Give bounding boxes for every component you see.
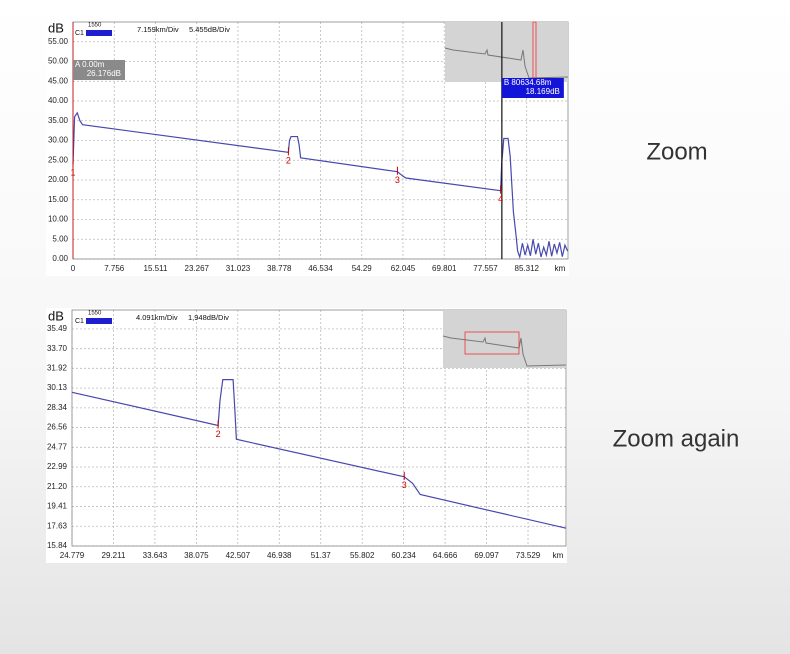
overview-inset — [443, 310, 566, 368]
event-label: 2 — [216, 429, 221, 439]
x-tick-label: 0 — [71, 264, 76, 273]
y-tick-label: 55.00 — [48, 37, 69, 46]
x-tick-label: 46.534 — [308, 264, 333, 273]
x-tick-label: 62.045 — [391, 264, 416, 273]
y-tick-label: 21.20 — [47, 482, 68, 491]
x-tick-label: 31.023 — [226, 264, 251, 273]
x-tick-label: 24.779 — [60, 551, 85, 560]
x-scale: 4.091km/Div — [136, 313, 178, 322]
plot-frame — [71, 309, 567, 547]
y-tick-label: 35.00 — [48, 116, 69, 125]
x-tick-label: 42.507 — [226, 551, 251, 560]
cursor-value: 26.176dB — [87, 69, 121, 78]
channel: C1 — [75, 318, 84, 325]
x-tick-label: 55.802 — [350, 551, 375, 560]
y-tick-label: 25.00 — [48, 155, 69, 164]
cursor-box — [73, 60, 125, 80]
x-tick-label: 73.529 — [516, 551, 541, 560]
x-tick-label: 69.097 — [474, 551, 499, 560]
channel-swatch — [86, 30, 112, 36]
y-tick-label: 45.00 — [48, 76, 69, 85]
event-label: 1 — [70, 168, 75, 178]
y-tick-label: 17.63 — [47, 521, 68, 530]
event-label: 4 — [498, 194, 503, 204]
y-tick-label: 22.99 — [47, 462, 68, 471]
y-tick-label: 31.92 — [47, 363, 68, 372]
wavelength: 1550 — [88, 23, 102, 29]
y-tick-label: 20.00 — [48, 175, 69, 184]
x-tick-label: 23.267 — [185, 264, 210, 273]
event-label: 3 — [402, 480, 407, 490]
x-tick-label: 85.312 — [515, 264, 540, 273]
y-tick-label: 24.77 — [47, 442, 68, 451]
x-axis-label: km — [555, 264, 566, 273]
x-tick-label: 60.234 — [391, 551, 416, 560]
x-tick-label: 7.756 — [104, 264, 125, 273]
y-tick-label: 10.00 — [48, 215, 69, 224]
channel-swatch — [86, 318, 112, 324]
overview-inset — [445, 22, 568, 82]
event-label: 3 — [395, 175, 400, 185]
x-tick-label: 38.778 — [267, 264, 292, 273]
x-tick-label: 54.29 — [352, 264, 373, 273]
trace — [71, 379, 567, 529]
x-tick-label: 46.938 — [267, 551, 292, 560]
event-label: 2 — [286, 156, 291, 166]
cursor-label: A 0.00m — [75, 60, 105, 69]
y-tick-label: 30.13 — [47, 383, 68, 392]
y-tick-label: 35.49 — [47, 324, 68, 333]
trace — [72, 111, 569, 260]
y-scale: 5.455dB/Div — [189, 25, 230, 34]
x-tick-label: 33.643 — [143, 551, 168, 560]
y-tick-label: 19.41 — [47, 502, 68, 511]
x-tick-label: 64.666 — [433, 551, 458, 560]
x-tick-label: 51.37 — [311, 551, 332, 560]
y-tick-label: 0.00 — [52, 254, 68, 263]
y-tick-label: 5.00 — [52, 234, 68, 243]
y-tick-label: 30.00 — [48, 136, 69, 145]
y-tick-label: 15.00 — [48, 195, 69, 204]
y-tick-label: 50.00 — [48, 57, 69, 66]
y-tick-label: 33.70 — [47, 344, 68, 353]
cursor-label: B 80634.68m — [504, 78, 552, 87]
overview-trace — [444, 47, 569, 79]
x-tick-label: 69.801 — [432, 264, 457, 273]
x-tick-label: 29.211 — [102, 551, 126, 560]
overview-trace — [442, 335, 567, 367]
cursor-value: 18.169dB — [526, 87, 560, 96]
x-axis-label: km — [553, 551, 564, 560]
x-tick-label: 77.557 — [473, 264, 498, 273]
caption: Zoom — [646, 138, 707, 165]
x-tick-label: 38.075 — [184, 551, 209, 560]
zoom-window — [464, 331, 520, 355]
channel: C1 — [75, 30, 84, 37]
y-tick-label: 15.84 — [47, 541, 68, 550]
caption: Zoom again — [613, 425, 740, 452]
y-scale: 1,948dB/Div — [188, 313, 229, 322]
x-tick-label: 15.511 — [144, 264, 168, 273]
cursor-box — [501, 78, 564, 98]
y-tick-label: 40.00 — [48, 96, 69, 105]
y-axis-label: dB — [48, 308, 64, 323]
y-tick-label: 28.34 — [47, 403, 68, 412]
y-axis-label: dB — [48, 20, 64, 35]
x-scale: 7.159km/Div — [137, 25, 179, 34]
wavelength: 1550 — [88, 311, 102, 317]
y-tick-label: 26.56 — [47, 423, 68, 432]
